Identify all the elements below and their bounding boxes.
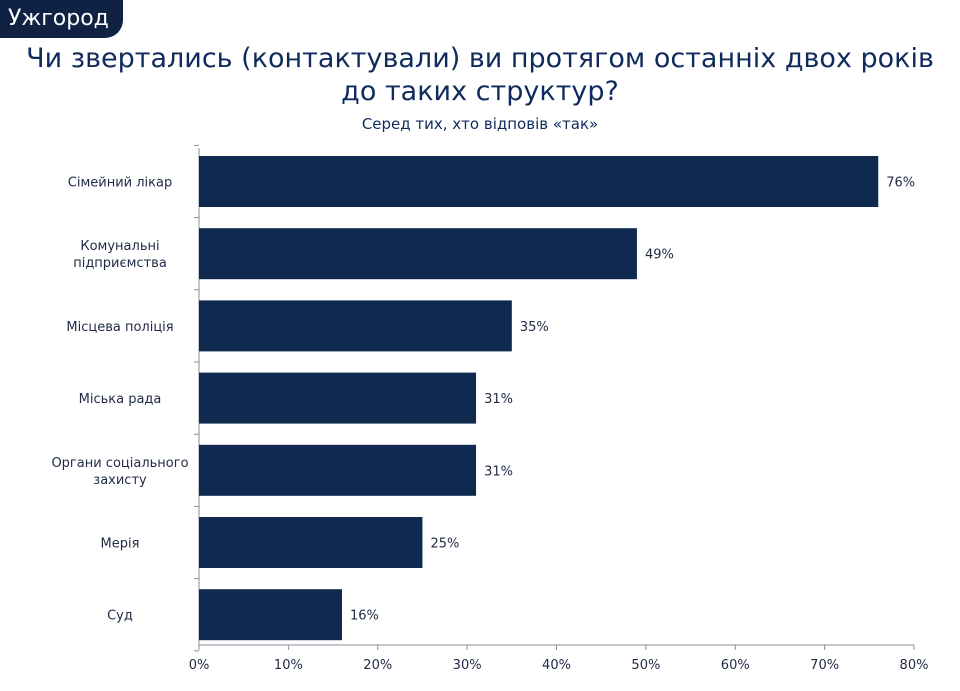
x-tick-label: 30%	[453, 658, 482, 673]
category-label: Суд	[107, 609, 133, 624]
bar	[199, 228, 637, 280]
bar	[199, 300, 512, 352]
chart-title-line-2: до таких структур?	[341, 76, 619, 107]
category-label: Мерія	[101, 537, 140, 552]
bar	[199, 372, 477, 424]
x-tick-label: 0%	[189, 658, 210, 673]
category-label: Сімейний лікар	[68, 176, 172, 191]
chart-title-line-1: Чи звертались (контактували) ви протягом…	[26, 43, 934, 74]
x-tick-label: 60%	[721, 658, 750, 673]
data-label: 31%	[484, 464, 513, 479]
x-tick-label: 80%	[900, 658, 929, 673]
x-tick-label: 70%	[810, 658, 839, 673]
category-label: Місцева поліція	[66, 320, 173, 335]
category-label: Міська рада	[79, 392, 162, 407]
bar	[199, 444, 477, 496]
city-tag: Ужгород	[0, 0, 123, 38]
data-label: 76%	[886, 176, 915, 191]
category-label: підприємства	[73, 256, 167, 271]
data-label: 16%	[350, 609, 379, 624]
chart-title: Чи звертались (контактували) ви протягом…	[0, 42, 960, 108]
x-tick-label: 20%	[363, 658, 392, 673]
category-label: захисту	[93, 473, 147, 488]
chart-subtitle: Серед тих, хто відповів «так»	[361, 115, 599, 133]
category-label: Комунальні	[80, 239, 159, 254]
data-label: 35%	[520, 320, 549, 335]
x-tick-label: 50%	[631, 658, 660, 673]
x-tick-label: 40%	[542, 658, 571, 673]
bar	[199, 517, 423, 568]
data-label: 31%	[484, 392, 513, 407]
data-label: 49%	[645, 248, 674, 263]
bar	[199, 589, 342, 641]
category-label: Органи соціального	[51, 456, 188, 471]
data-label: 25%	[430, 537, 459, 552]
bar	[199, 156, 879, 207]
x-tick-label: 10%	[274, 658, 303, 673]
